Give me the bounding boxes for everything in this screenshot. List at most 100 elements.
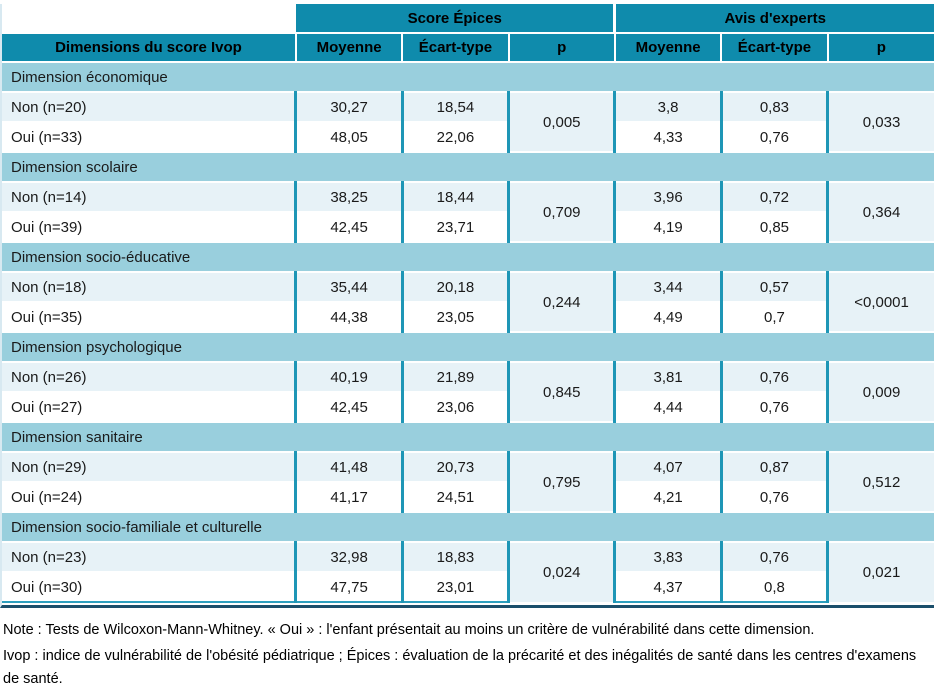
group-header-score-epices: Score Épices — [295, 4, 615, 33]
table-row: Oui (n=24) 41,17 24,51 4,21 0,76 — [2, 481, 934, 512]
corner-empty-cell — [2, 4, 296, 33]
value-cell: 0,7 — [719, 301, 828, 332]
section-row: Dimension sanitaire — [2, 421, 934, 452]
table-row: Non (n=18) 35,44 20,18 0,244 3,44 0,57 <… — [2, 271, 934, 332]
row-label: Oui (n=30) — [2, 571, 296, 603]
group-header-avis-experts: Avis d'experts — [613, 4, 934, 33]
value-cell: 20,73 — [400, 451, 509, 482]
value-cell: 0,76 — [719, 481, 828, 512]
value-cell: 0,72 — [719, 181, 828, 212]
column-header-row: Dimensions du score Ivop Moyenne Écart-t… — [2, 32, 934, 62]
row-label: Non (n=20) — [2, 91, 296, 122]
row-label: Non (n=14) — [2, 181, 296, 212]
p-value-cell: 0,005 — [507, 91, 615, 152]
table-row: Non (n=20) 30,27 18,54 0,005 3,8 0,83 0,… — [2, 91, 934, 152]
section-label: Dimension sanitaire — [2, 421, 934, 452]
value-cell: 3,44 — [613, 271, 722, 302]
value-cell: 23,01 — [400, 571, 509, 603]
value-cell: 22,06 — [400, 121, 509, 152]
value-cell: 4,44 — [613, 391, 722, 422]
value-cell: 4,33 — [613, 121, 722, 152]
table-footnotes: Note : Tests de Wilcoxon-Mann-Whitney. «… — [0, 608, 934, 690]
value-cell: 41,17 — [294, 481, 403, 512]
value-cell: 42,45 — [294, 391, 403, 422]
value-cell: 3,8 — [613, 91, 722, 122]
table-row: Oui (n=35) 44,38 23,05 4,49 0,7 — [2, 301, 934, 332]
section-label: Dimension économique — [2, 61, 934, 92]
p-value-cell: 0,024 — [507, 541, 615, 602]
value-cell: 0,76 — [719, 361, 828, 392]
value-cell: 3,81 — [613, 361, 722, 392]
value-cell: 0,85 — [719, 211, 828, 242]
section-row: Dimension psychologique — [2, 331, 934, 362]
section-row: Dimension scolaire — [2, 151, 934, 182]
header-avis-p: p — [826, 32, 934, 62]
value-cell: 21,89 — [400, 361, 509, 392]
page: Score Épices Avis d'experts Dimensions d… — [0, 4, 934, 687]
value-cell: 4,21 — [613, 481, 722, 512]
value-cell: 44,38 — [294, 301, 403, 332]
value-cell: 0,76 — [719, 391, 828, 422]
value-cell: 42,45 — [294, 211, 403, 242]
p-value-cell: 0,364 — [826, 181, 934, 242]
value-cell: 4,49 — [613, 301, 722, 332]
value-cell: 23,71 — [400, 211, 509, 242]
value-cell: 4,07 — [613, 451, 722, 482]
value-cell: 0,76 — [719, 541, 828, 572]
value-cell: 3,83 — [613, 541, 722, 572]
header-avis-ecart-type: Écart-type — [720, 32, 828, 62]
header-dimensions: Dimensions du score Ivop — [2, 32, 296, 62]
table-row: Oui (n=39) 42,45 23,71 4,19 0,85 — [2, 211, 934, 242]
value-cell: 40,19 — [294, 361, 403, 392]
row-label: Non (n=18) — [2, 271, 296, 302]
footnote-line-1: Note : Tests de Wilcoxon-Mann-Whitney. «… — [3, 622, 815, 638]
column-group-row: Score Épices Avis d'experts — [2, 4, 934, 33]
value-cell: 32,98 — [294, 541, 403, 572]
value-cell: 48,05 — [294, 121, 403, 152]
header-epices-ecart-type: Écart-type — [401, 32, 509, 62]
p-value-cell: 0,845 — [507, 361, 615, 422]
p-value-cell: 0,033 — [826, 91, 934, 152]
table-row: Oui (n=30) 47,75 23,01 4,37 0,8 — [2, 571, 934, 603]
value-cell: 20,18 — [400, 271, 509, 302]
value-cell: 0,87 — [719, 451, 828, 482]
value-cell: 0,8 — [719, 571, 828, 603]
section-row: Dimension économique — [2, 61, 934, 92]
row-label: Oui (n=33) — [2, 121, 296, 152]
value-cell: 24,51 — [400, 481, 509, 512]
value-cell: 23,05 — [400, 301, 509, 332]
table-row: Non (n=23) 32,98 18,83 0,024 3,83 0,76 0… — [2, 541, 934, 602]
value-cell: 3,96 — [613, 181, 722, 212]
section-label: Dimension psychologique — [2, 331, 934, 362]
value-cell: 0,76 — [719, 121, 828, 152]
row-label: Oui (n=39) — [2, 211, 296, 242]
table-row: Oui (n=33) 48,05 22,06 4,33 0,76 — [2, 121, 934, 152]
statistics-table-wrapper: Score Épices Avis d'experts Dimensions d… — [0, 4, 934, 608]
value-cell: 0,83 — [719, 91, 828, 122]
value-cell: 0,57 — [719, 271, 828, 302]
table-row: Non (n=29) 41,48 20,73 0,795 4,07 0,87 0… — [2, 451, 934, 512]
row-label: Oui (n=24) — [2, 481, 296, 512]
p-value-cell: 0,009 — [826, 361, 934, 422]
p-value-cell: 0,709 — [507, 181, 615, 242]
value-cell: 47,75 — [294, 571, 403, 603]
row-label: Non (n=23) — [2, 541, 296, 572]
section-row: Dimension socio-éducative — [2, 241, 934, 272]
p-value-cell: 0,795 — [507, 451, 615, 512]
value-cell: 4,37 — [613, 571, 722, 603]
footnote-line-2: Ivop : indice de vulnérabilité de l'obés… — [3, 648, 917, 687]
value-cell: 18,54 — [400, 91, 509, 122]
value-cell: 18,83 — [400, 541, 509, 572]
value-cell: 41,48 — [294, 451, 403, 482]
header-avis-moyenne: Moyenne — [613, 32, 722, 62]
p-value-cell: 0,244 — [507, 271, 615, 332]
section-label: Dimension socio-éducative — [2, 241, 934, 272]
header-epices-p: p — [507, 32, 615, 62]
table-row: Non (n=14) 38,25 18,44 0,709 3,96 0,72 0… — [2, 181, 934, 242]
statistics-table: Score Épices Avis d'experts Dimensions d… — [2, 4, 934, 603]
value-cell: 18,44 — [400, 181, 509, 212]
row-label: Non (n=29) — [2, 451, 296, 482]
value-cell: 30,27 — [294, 91, 403, 122]
row-label: Non (n=26) — [2, 361, 296, 392]
p-value-cell: <0,0001 — [826, 271, 934, 332]
